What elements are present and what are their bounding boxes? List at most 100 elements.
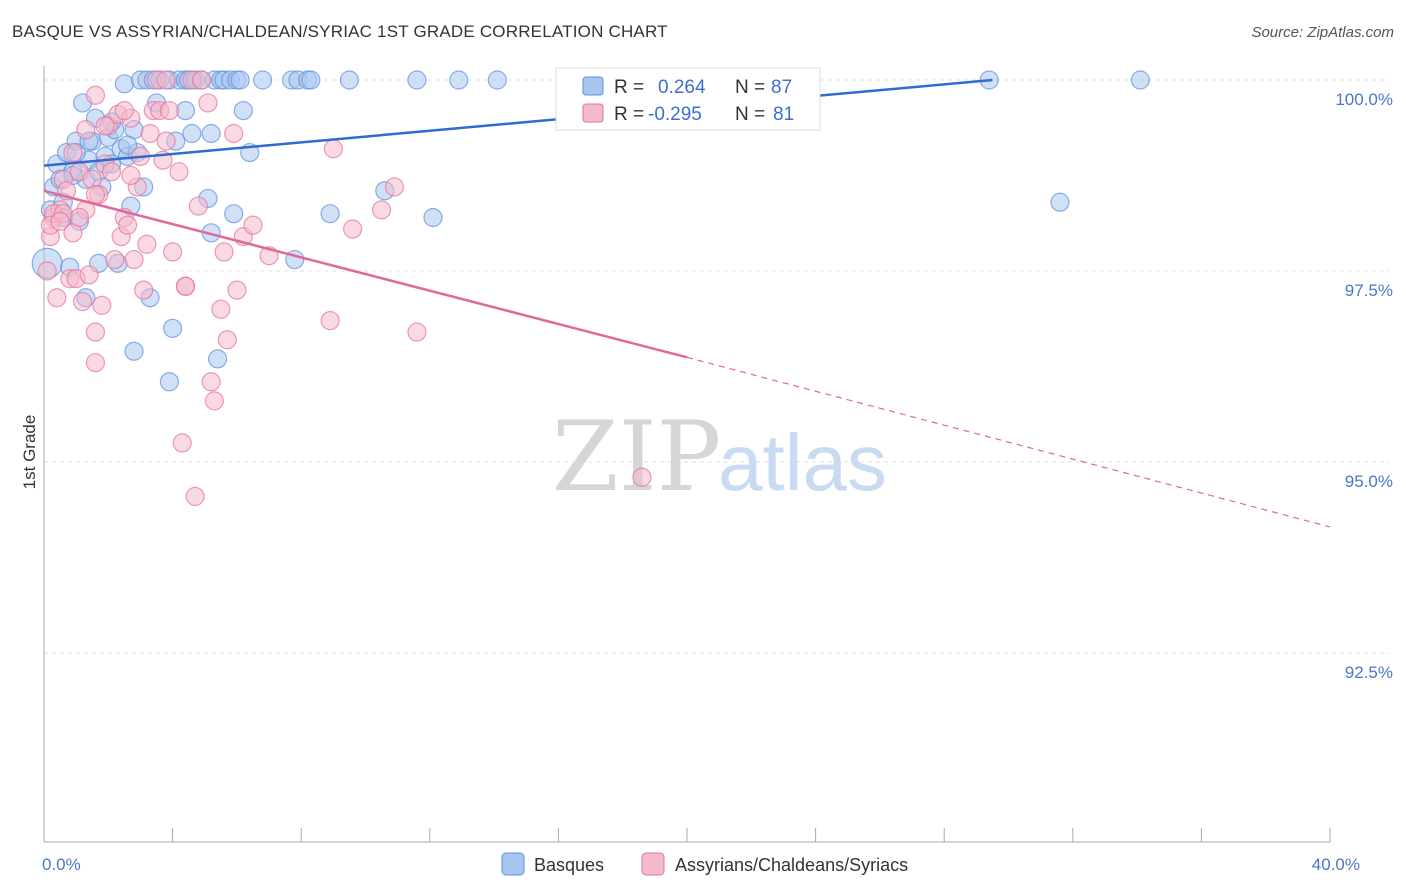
watermark-zip: ZIP	[552, 401, 721, 513]
assyrians-point	[320, 311, 340, 331]
legend-swatch-assyrians	[641, 852, 665, 876]
basques-point	[201, 123, 221, 144]
assyrians-point	[121, 165, 141, 186]
assyrians-point	[323, 139, 343, 159]
assyrians-point	[69, 207, 89, 228]
basques-point	[175, 100, 196, 121]
assyrians-point	[188, 196, 208, 216]
assyrians-point	[201, 372, 221, 392]
stats-r-label-assyrians: R =	[614, 104, 644, 125]
assyrians-point	[371, 200, 392, 220]
assyrians-point	[217, 330, 237, 350]
assyrians-point	[85, 322, 106, 342]
tick-labels: 100.0% 97.5% 95.0% 92.5% 0.0% 40.0%	[42, 90, 1393, 874]
legend-label-assyrians: Assyrians/Chaldeans/Syriacs	[675, 855, 908, 875]
basques-point	[1130, 70, 1150, 90]
stats-n-value-basques: 87	[771, 77, 792, 98]
basques-point	[117, 135, 138, 155]
legend-swatch-basques	[501, 852, 525, 876]
assyrians-point	[76, 120, 96, 140]
stats-legend: R = 0.264 N = 87 R = -0.295 N = 81	[555, 67, 821, 131]
assyrians-point	[169, 162, 189, 182]
stats-n-value-assyrians: 81	[773, 104, 794, 125]
bottom-legend: Basques Assyrians/Chaldeans/Syriacs	[501, 852, 908, 876]
assyrians-point	[117, 215, 138, 235]
basques-point	[124, 341, 144, 361]
assyrians-point	[101, 162, 122, 182]
assyrians-point	[79, 265, 99, 285]
assyrians-point	[140, 123, 160, 144]
assyrians-point	[204, 391, 224, 411]
assyrians-point	[191, 70, 212, 90]
chart-source: Source: ZipAtlas.com	[1251, 24, 1394, 41]
y-tick-label: 92.5%	[1345, 663, 1393, 682]
stats-n-label-assyrians: N =	[735, 104, 765, 125]
basques-point	[182, 123, 202, 144]
assyrians-point	[227, 280, 247, 300]
basques-point	[159, 372, 179, 392]
basques-point	[1050, 192, 1070, 212]
trend-layer	[43, 78, 1331, 528]
basques-point	[233, 100, 253, 121]
assyrians-point	[92, 295, 112, 315]
watermark: ZIP atlas	[552, 401, 887, 513]
assyrians-point	[384, 177, 405, 197]
assyrians-point	[85, 85, 106, 105]
assyrians-trendline	[43, 189, 688, 359]
basques-point	[253, 70, 273, 90]
assyrians-point	[37, 261, 57, 281]
basques-point	[230, 70, 250, 90]
assyrians-point	[105, 249, 125, 270]
assyrians-point	[343, 219, 363, 239]
assyrians-point	[214, 242, 234, 262]
y-tick-label: 100.0%	[1335, 90, 1393, 109]
points-layer	[31, 70, 1150, 506]
chart-title: BASQUE VS ASSYRIAN/CHALDEAN/SYRIAC 1ST G…	[12, 22, 668, 41]
stats-r-label-basques: R =	[614, 77, 644, 98]
assyrians-point	[211, 299, 231, 319]
assyrians-point	[124, 249, 144, 270]
assyrians-point	[63, 142, 83, 163]
assyrians-trendline-extension	[686, 356, 1331, 528]
assyrians-point	[137, 234, 157, 254]
basques-trendline	[43, 78, 993, 167]
basques-point	[487, 70, 507, 90]
stats-swatch-basques	[582, 76, 604, 96]
assyrians-point	[95, 116, 115, 136]
assyrians-point	[72, 291, 93, 312]
basques-point	[208, 349, 228, 369]
stats-n-label-basques: N =	[735, 77, 765, 98]
assyrians-point	[632, 467, 652, 487]
assyrians-point	[156, 70, 176, 90]
basques-point	[407, 70, 427, 90]
basques-point	[114, 74, 134, 94]
assyrians-point	[85, 185, 106, 205]
stats-swatch-assyrians	[582, 103, 604, 123]
x-tick-label: 0.0%	[42, 855, 81, 874]
legend-label-basques: Basques	[534, 855, 604, 875]
basques-point	[301, 70, 321, 90]
basques-point	[224, 204, 244, 224]
basques-point	[449, 70, 469, 90]
assyrians-point	[243, 215, 263, 235]
assyrians-point	[50, 211, 70, 231]
assyrians-point	[163, 242, 183, 262]
assyrians-point	[175, 276, 196, 296]
y-tick-label: 97.5%	[1345, 281, 1393, 300]
assyrians-point	[198, 93, 218, 113]
assyrians-point	[134, 280, 154, 300]
assyrians-point	[185, 486, 205, 506]
basques-point	[423, 207, 443, 228]
assyrians-point	[159, 100, 179, 121]
y-axis-title: 1st Grade	[20, 415, 39, 490]
assyrians-point	[47, 288, 67, 308]
assyrians-point	[172, 433, 192, 453]
basques-point	[320, 204, 340, 224]
assyrians-point	[85, 353, 106, 373]
axis-layer	[43, 66, 1331, 843]
stats-r-value-basques: 0.264	[658, 77, 706, 98]
y-tick-label: 95.0%	[1345, 472, 1393, 491]
assyrians-point	[407, 322, 427, 342]
assyrians-point	[224, 123, 244, 144]
